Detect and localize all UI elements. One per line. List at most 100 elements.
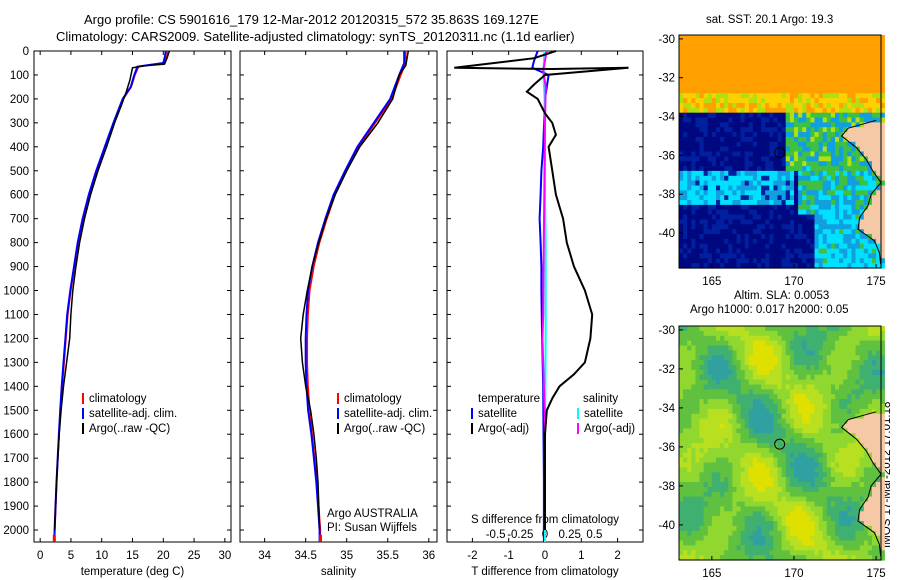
- sst-map-cell: [798, 112, 803, 119]
- sst-map-cell: [880, 54, 885, 60]
- sla-map-cell: [851, 462, 857, 468]
- sla-map-cell: [744, 501, 750, 507]
- sst-map-cell: [798, 39, 803, 46]
- sst-map-cell: [716, 88, 721, 94]
- sst-map-cell: [744, 103, 750, 109]
- sla-map-cell: [806, 335, 811, 342]
- sla-map-cell: [765, 545, 770, 551]
- sst-map-cell: [777, 204, 783, 211]
- sst-map-cell: [740, 248, 746, 255]
- sst-map-cell: [818, 117, 824, 123]
- sst-map-cell: [769, 112, 774, 119]
- sst-map-cell: [695, 263, 701, 269]
- sst-map-cell: [716, 141, 721, 148]
- sst-map-cell: [720, 54, 725, 60]
- sla-map-cell: [806, 379, 811, 386]
- sla-map-cell: [711, 379, 717, 386]
- sst-map-cell: [789, 146, 795, 153]
- sst-map-cell: [732, 112, 738, 119]
- sla-map-cell: [826, 530, 832, 537]
- sla-map-cell: [740, 345, 746, 351]
- sla-map-cell: [806, 477, 811, 483]
- sla-map-cell: [740, 530, 746, 537]
- sla-map-cell: [802, 462, 807, 468]
- sla-map-cell: [740, 340, 746, 347]
- sst-map-cell: [703, 214, 709, 221]
- sst-map-cell: [777, 44, 783, 51]
- sla-map-cell: [789, 535, 795, 542]
- sla-map-cell: [683, 389, 688, 395]
- sst-map-cell: [744, 190, 750, 196]
- sst-map-cell: [855, 170, 861, 177]
- sla-map-cell: [822, 521, 828, 527]
- sst-map-cell: [740, 185, 746, 191]
- sst-map-cell: [683, 141, 688, 148]
- sla-map-cell: [711, 413, 717, 420]
- sst-map-cell: [769, 35, 774, 41]
- sst-map-cell: [761, 243, 766, 250]
- sla-map-cell: [765, 550, 770, 556]
- sla-map-cell: [863, 486, 869, 493]
- sla-map-cell: [711, 350, 717, 356]
- sst-map-cell: [785, 209, 791, 216]
- sla-map-cell: [810, 374, 816, 381]
- sla-map-cell: [822, 506, 828, 512]
- sla-map-cell: [810, 501, 816, 507]
- sla-map-cell: [765, 345, 770, 351]
- sst-map-cell: [687, 238, 692, 245]
- sst-map-cell: [814, 117, 820, 123]
- sla-map-cell: [806, 457, 811, 464]
- sla-map-cell: [867, 394, 873, 400]
- depth-tick-label: 1700: [3, 453, 29, 465]
- sst-map-cell: [728, 39, 733, 46]
- sla-map-cell: [740, 540, 746, 546]
- sla-map-cell: [794, 413, 799, 420]
- sst-map-cell: [752, 59, 758, 65]
- sst-map-cell: [826, 190, 832, 196]
- sla-map-cell: [789, 506, 795, 512]
- sla-map-cell: [855, 472, 861, 478]
- sst-map-cell: [769, 93, 774, 99]
- sla-map-cell: [711, 408, 717, 415]
- sst-map-cell: [724, 243, 729, 250]
- sst-map-cell: [859, 132, 865, 138]
- sst-map-cell: [802, 200, 807, 206]
- sst-map-cell: [769, 229, 774, 235]
- salinity-series-2: [299, 50, 410, 531]
- sla-map-cell: [818, 501, 824, 507]
- sst-map-cell: [769, 180, 774, 187]
- sla-map-cell: [691, 525, 696, 532]
- sla-map-cell: [863, 521, 869, 527]
- sst-map-cell: [765, 258, 770, 264]
- sla-map-cell: [744, 345, 750, 351]
- sst-map-cell: [773, 117, 779, 123]
- sst-map-cell: [794, 224, 799, 230]
- sla-map-cell: [716, 501, 721, 507]
- sla-map-cell: [728, 345, 733, 351]
- sla-map-cell: [679, 535, 684, 542]
- sst-map-cell: [724, 185, 729, 191]
- sla-map-cell: [822, 404, 828, 410]
- sla-map-cell: [711, 399, 717, 405]
- depth-tick-label: 100: [10, 70, 29, 82]
- sla-map-cell: [814, 506, 820, 512]
- sst-map-cell: [814, 175, 820, 182]
- sst-map-cell: [716, 73, 721, 80]
- sla-map-cell: [720, 457, 725, 464]
- sla-map-cell: [728, 521, 733, 527]
- sla-map-cell: [724, 418, 729, 425]
- sla-map-cell: [716, 540, 721, 546]
- sla-map-cell: [699, 345, 705, 351]
- sla-map-cell: [785, 452, 791, 459]
- sla-map-cell: [785, 525, 791, 532]
- sst-map-cell: [757, 83, 762, 89]
- sla-map-cell: [880, 477, 885, 483]
- sst-map-cell: [818, 103, 824, 109]
- sst-map-cell: [716, 69, 721, 75]
- sst-map-cell: [863, 127, 869, 133]
- sst-map-cell: [716, 263, 721, 269]
- sla-map-cell: [798, 379, 803, 386]
- sla-map-cell: [867, 535, 873, 542]
- sla-map-cell: [867, 330, 873, 337]
- sla-map-cell: [794, 423, 799, 429]
